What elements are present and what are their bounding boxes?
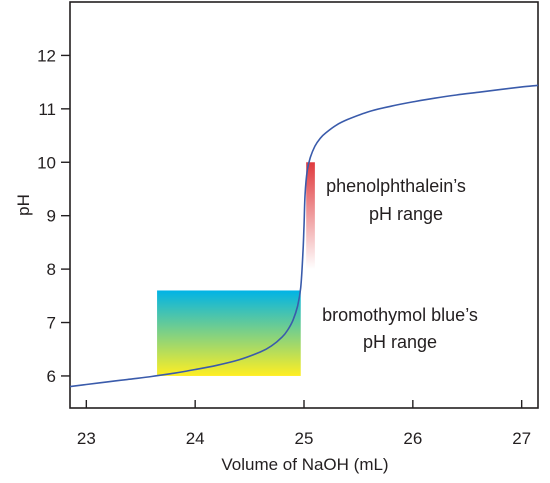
- bromothymol-label-line2: pH range: [363, 332, 437, 352]
- y-tick-label: 8: [47, 260, 56, 279]
- y-tick-label: 7: [47, 314, 56, 333]
- y-axis-title: pH: [14, 194, 33, 216]
- titration-curve: [69, 84, 539, 388]
- phenolphthalein-label-line1: phenolphthalein’s: [326, 176, 466, 196]
- x-tick-label: 27: [512, 429, 531, 448]
- y-tick-label: 10: [37, 153, 56, 172]
- bromothymol-range-box: [157, 290, 301, 376]
- y-tick-label: 9: [47, 207, 56, 226]
- bromothymol-label-line1: bromothymol blue’s: [322, 305, 478, 325]
- x-tick-label: 25: [295, 429, 314, 448]
- y-tick-label: 11: [38, 100, 56, 119]
- y-tick-label: 6: [47, 367, 56, 386]
- x-axis-title: Volume of NaOH (mL): [221, 455, 388, 474]
- titration-curve-layer: [69, 84, 539, 388]
- phenolphthalein-label-line2: pH range: [369, 204, 443, 224]
- axis-ticks: 23 24 25 26 27 6 7 8 9 10 11 12: [37, 46, 531, 448]
- y-tick-label: 12: [37, 46, 56, 65]
- x-tick-label: 24: [186, 429, 205, 448]
- x-tick-label: 23: [77, 429, 96, 448]
- phenolphthalein-range-bar: [306, 162, 315, 270]
- x-tick-label: 26: [403, 429, 422, 448]
- indicator-ranges: [157, 162, 315, 376]
